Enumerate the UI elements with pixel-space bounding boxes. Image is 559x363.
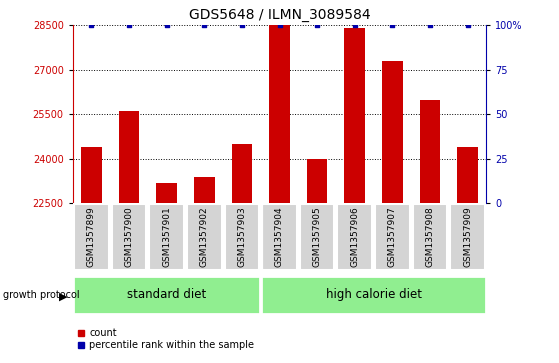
Point — [388, 23, 397, 28]
FancyBboxPatch shape — [187, 204, 221, 270]
Text: GSM1357899: GSM1357899 — [87, 207, 96, 267]
Bar — [420, 99, 440, 203]
Text: GSM1357900: GSM1357900 — [125, 207, 134, 267]
Point — [463, 23, 472, 28]
Point — [238, 23, 247, 28]
Text: GSM1357905: GSM1357905 — [312, 207, 321, 267]
Bar — [194, 177, 215, 203]
Text: standard diet: standard diet — [127, 287, 206, 301]
Point — [125, 23, 134, 28]
Text: GSM1357903: GSM1357903 — [238, 207, 247, 267]
Text: GSM1357906: GSM1357906 — [350, 207, 359, 267]
FancyBboxPatch shape — [225, 204, 259, 270]
Text: ▶: ▶ — [59, 292, 67, 302]
Bar — [307, 159, 328, 203]
FancyBboxPatch shape — [375, 204, 410, 270]
Point — [162, 23, 171, 28]
Point — [200, 23, 209, 28]
Bar — [457, 147, 478, 203]
Point — [275, 23, 284, 28]
Text: GSM1357902: GSM1357902 — [200, 207, 209, 267]
Point — [425, 23, 434, 28]
FancyBboxPatch shape — [74, 204, 109, 270]
FancyBboxPatch shape — [262, 204, 297, 270]
Text: growth protocol: growth protocol — [3, 290, 79, 300]
FancyBboxPatch shape — [112, 204, 146, 270]
Text: GSM1357904: GSM1357904 — [275, 207, 284, 267]
Legend: count, percentile rank within the sample: count, percentile rank within the sample — [78, 328, 254, 350]
Bar — [231, 144, 252, 203]
FancyBboxPatch shape — [300, 204, 334, 270]
FancyBboxPatch shape — [73, 276, 260, 314]
Bar — [81, 147, 102, 203]
Text: GSM1357909: GSM1357909 — [463, 207, 472, 267]
Bar — [119, 111, 139, 203]
Text: high calorie diet: high calorie diet — [325, 287, 421, 301]
Bar — [344, 28, 365, 203]
Point — [312, 23, 321, 28]
FancyBboxPatch shape — [450, 204, 485, 270]
Bar — [157, 183, 177, 203]
Text: GSM1357907: GSM1357907 — [388, 207, 397, 267]
Text: GSM1357908: GSM1357908 — [425, 207, 434, 267]
Title: GDS5648 / ILMN_3089584: GDS5648 / ILMN_3089584 — [189, 8, 370, 22]
Point — [87, 23, 96, 28]
FancyBboxPatch shape — [149, 204, 184, 270]
FancyBboxPatch shape — [338, 204, 372, 270]
Bar — [269, 25, 290, 203]
FancyBboxPatch shape — [413, 204, 447, 270]
Point — [350, 23, 359, 28]
Text: GSM1357901: GSM1357901 — [162, 207, 171, 267]
FancyBboxPatch shape — [261, 276, 486, 314]
Bar — [382, 61, 402, 203]
